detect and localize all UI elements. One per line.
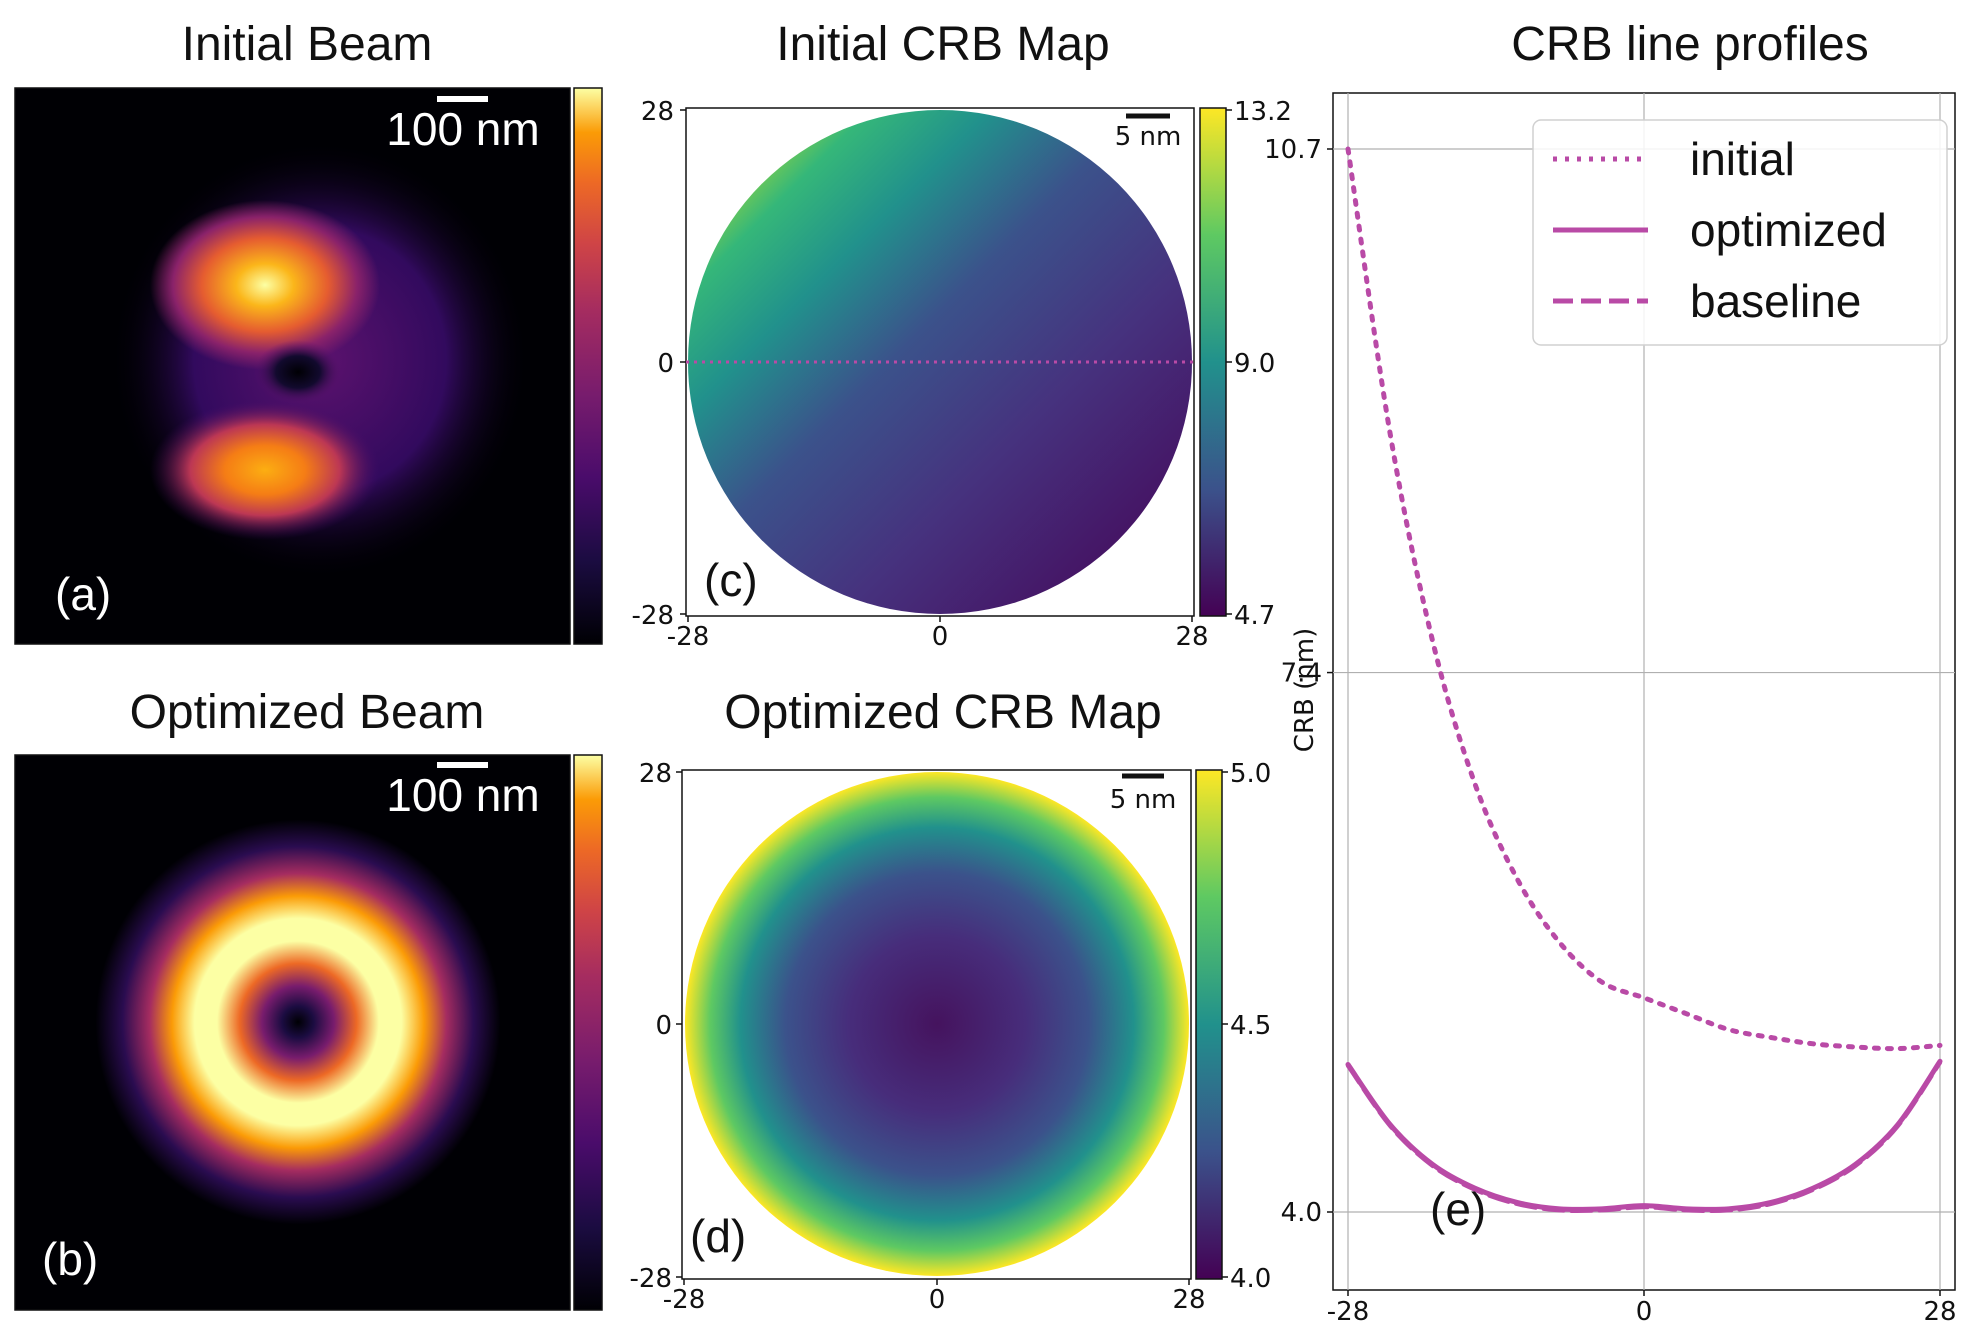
panel-d-ytick: -28 — [630, 1264, 672, 1294]
panel-a-scalebar-label: 100 nm — [386, 103, 539, 155]
panel-e-legend: initial optimized baseline — [1532, 119, 1948, 346]
panel-d-cbar-tick: 4.5 — [1230, 1011, 1271, 1041]
initial-crb-map — [688, 110, 1192, 614]
panel-e: CRB line profiles CRB (nm) 10.7 7.4 4.0 -28… — [1264, 18, 1956, 1327]
panel-c-cbar-tick: 9.0 — [1234, 349, 1275, 379]
panel-c-xtick: 28 — [1175, 622, 1208, 652]
panel-e-label: (e) — [1430, 1183, 1486, 1235]
legend-label-initial: initial — [1690, 133, 1795, 185]
panel-e-ticks: 10.7 7.4 4.0 -28 0 28 — [1264, 135, 1956, 1327]
panel-e-xtick: -28 — [1327, 1297, 1369, 1327]
panel-a-colorbar — [573, 87, 603, 645]
panel-c: Initial CRB Map 5 nm (c) 28 0 -28 -28 0 … — [632, 18, 1292, 652]
panel-a: Initial Beam 100 nm (a) — [14, 18, 603, 645]
panel-b: Optimized Beam 100 nm (b) — [14, 686, 603, 1311]
panel-c-colorbar — [1199, 107, 1227, 617]
panel-d-scalebar-label: 5 nm — [1110, 785, 1177, 815]
panel-c-ytick: 28 — [641, 97, 674, 127]
panel-e-ytick: 10.7 — [1264, 135, 1322, 165]
panel-d: Optimized CRB Map 5 nm (d) 28 0 -28 -28 … — [630, 686, 1272, 1315]
panel-d-title: Optimized CRB Map — [724, 686, 1161, 739]
panel-d-cbar-tick: 4.0 — [1230, 1264, 1271, 1294]
panel-e-series — [1345, 146, 1943, 1214]
panel-d-label: (d) — [690, 1210, 746, 1262]
panel-c-title: Initial CRB Map — [776, 18, 1109, 71]
panel-a-label: (a) — [55, 568, 111, 620]
legend-label-baseline: baseline — [1690, 275, 1861, 327]
panel-b-scalebar-label: 100 nm — [386, 769, 539, 821]
optimized-beam-image — [15, 755, 570, 1310]
panel-b-label: (b) — [42, 1233, 98, 1285]
panel-c-cbar-tick: 4.7 — [1234, 601, 1275, 631]
panel-c-scalebar-label: 5 nm — [1115, 122, 1182, 152]
panel-e-xtick: 28 — [1923, 1297, 1956, 1327]
panel-e-ylabel: CRB (nm) — [1290, 628, 1320, 752]
panel-d-xtick: -28 — [663, 1285, 705, 1315]
panel-e-title: CRB line profiles — [1511, 18, 1868, 71]
optimized-crb-map — [685, 772, 1189, 1276]
panel-b-title: Optimized Beam — [130, 686, 485, 739]
panel-c-label: (c) — [704, 554, 758, 606]
panel-d-ytick: 28 — [639, 759, 672, 789]
panel-c-xtick: 0 — [932, 622, 949, 652]
panel-b-colorbar — [573, 754, 603, 1311]
panel-c-cbar-tick: 13.2 — [1234, 97, 1292, 127]
panel-d-xtick: 28 — [1172, 1285, 1205, 1315]
panel-c-ytick: -28 — [632, 601, 674, 631]
panel-c-ytick: 0 — [657, 349, 674, 379]
series-line-initial — [1345, 146, 1943, 1052]
series-line-baseline — [1346, 1060, 1942, 1214]
panel-d-colorbar — [1195, 769, 1223, 1280]
panel-d-xtick: 0 — [929, 1285, 946, 1315]
legend-label-optimized: optimized — [1690, 204, 1887, 256]
initial-beam-image — [15, 88, 570, 644]
panel-e-ytick: 7.4 — [1281, 659, 1322, 689]
panel-d-ytick: 0 — [655, 1011, 672, 1041]
panel-e-ytick: 4.0 — [1281, 1198, 1322, 1228]
panel-d-cbar-tick: 5.0 — [1230, 759, 1271, 789]
panel-a-title: Initial Beam — [182, 18, 433, 71]
panel-e-xtick: 0 — [1636, 1297, 1653, 1327]
panel-c-xtick: -28 — [667, 622, 709, 652]
